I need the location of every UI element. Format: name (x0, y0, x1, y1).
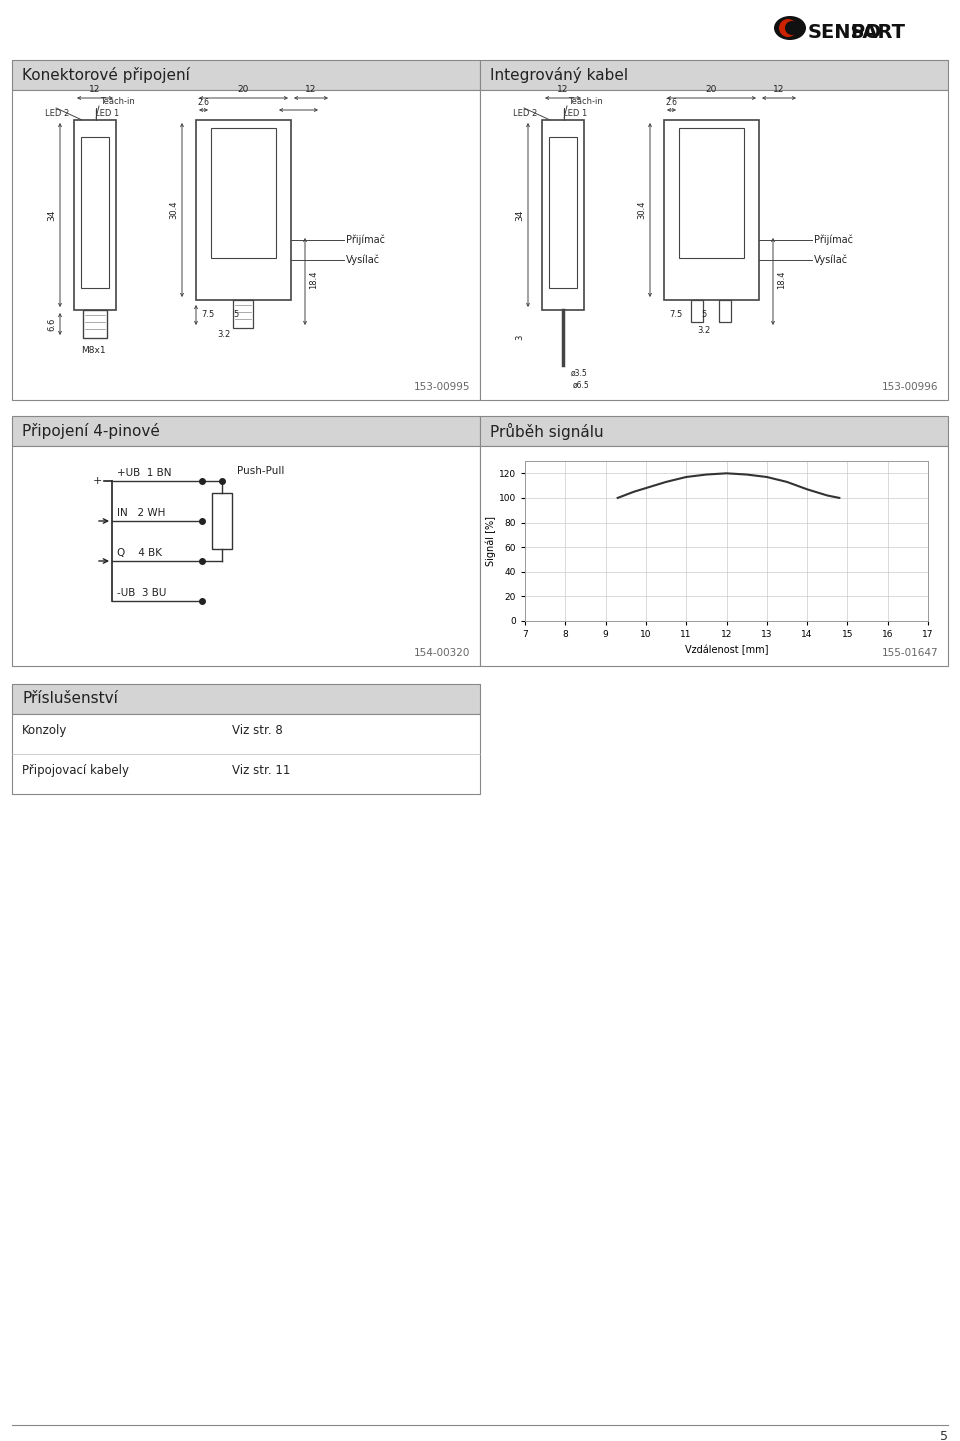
Text: 153-00996: 153-00996 (881, 382, 938, 392)
Ellipse shape (785, 22, 799, 35)
Circle shape (737, 259, 757, 280)
Text: Q    4 BK: Q 4 BK (117, 548, 162, 558)
Text: 18.4: 18.4 (777, 271, 786, 290)
Text: 30.4: 30.4 (637, 200, 646, 219)
Text: 3: 3 (515, 334, 524, 340)
Text: 3.2: 3.2 (218, 330, 231, 339)
Text: ø6.5: ø6.5 (573, 380, 589, 389)
Text: 153-00995: 153-00995 (414, 382, 470, 392)
Text: Konzoly: Konzoly (22, 723, 67, 736)
Text: 12: 12 (558, 85, 568, 94)
Bar (212, 493, 232, 549)
Bar (679, 128, 744, 258)
Ellipse shape (779, 19, 797, 37)
Text: Připojovací kabely: Připojovací kabely (22, 764, 129, 777)
Text: 155-01647: 155-01647 (881, 648, 938, 659)
Bar (549, 137, 577, 288)
Text: M8x1: M8x1 (81, 346, 106, 354)
Bar (12, 61, 480, 89)
Circle shape (269, 259, 289, 280)
Ellipse shape (236, 280, 250, 297)
Bar (81, 137, 109, 288)
Bar (719, 300, 731, 321)
Ellipse shape (704, 280, 718, 297)
Text: SENSO: SENSO (808, 23, 882, 42)
Text: Vysílač: Vysílač (814, 255, 848, 265)
Circle shape (198, 259, 218, 280)
Circle shape (666, 259, 686, 280)
Text: 3.2: 3.2 (697, 326, 710, 334)
Text: Viz str. 11: Viz str. 11 (232, 764, 290, 777)
Text: Teach-in: Teach-in (568, 97, 603, 107)
Bar (12, 684, 480, 713)
Text: Připojení 4-pinové: Připojení 4-pinové (22, 424, 160, 440)
Text: 7.5: 7.5 (669, 310, 683, 318)
Y-axis label: Signál [%]: Signál [%] (486, 516, 496, 566)
Text: 12: 12 (774, 85, 784, 94)
Bar (691, 300, 703, 321)
Bar (196, 120, 291, 300)
Text: +UB  1 BN: +UB 1 BN (117, 468, 172, 478)
Text: 5: 5 (233, 310, 238, 318)
Text: Přijímač: Přijímač (346, 235, 385, 245)
Text: 34: 34 (47, 209, 56, 220)
Bar (542, 120, 584, 310)
Text: Průběh signálu: Průběh signálu (490, 424, 604, 440)
Text: 2.6: 2.6 (665, 98, 677, 107)
Bar (12, 89, 480, 401)
Text: -UB  3 BU: -UB 3 BU (117, 588, 166, 598)
Text: 20: 20 (237, 85, 249, 94)
Bar (233, 300, 253, 329)
Text: 12: 12 (305, 85, 317, 94)
Text: 30.4: 30.4 (169, 200, 178, 219)
Text: Vysílač: Vysílač (346, 255, 380, 265)
Bar (12, 416, 480, 447)
Text: PART: PART (850, 23, 905, 42)
Text: 12: 12 (89, 85, 101, 94)
Text: 18.4: 18.4 (309, 271, 318, 290)
Text: Konektorové připojení: Konektorové připojení (22, 66, 190, 84)
Bar (480, 61, 948, 89)
Bar (480, 416, 948, 447)
X-axis label: Vzdálenost [mm]: Vzdálenost [mm] (684, 644, 768, 656)
Text: ø3.5: ø3.5 (571, 369, 588, 378)
Text: LED 2: LED 2 (513, 110, 537, 118)
Text: Viz str. 8: Viz str. 8 (232, 723, 283, 736)
Text: 7.5: 7.5 (201, 310, 214, 318)
Bar (74, 120, 116, 310)
Text: Push-Pull: Push-Pull (237, 465, 284, 476)
Text: 5: 5 (701, 310, 707, 318)
Text: 5: 5 (940, 1429, 948, 1441)
Bar (211, 128, 276, 258)
Text: 154-00320: 154-00320 (414, 648, 470, 659)
Text: 2.6: 2.6 (197, 98, 209, 107)
Text: 6.6: 6.6 (47, 317, 56, 330)
Text: +: + (92, 476, 102, 486)
Circle shape (554, 376, 572, 393)
Text: LED 1: LED 1 (95, 110, 119, 118)
Text: Integrováný kabel: Integrováný kabel (490, 66, 628, 84)
Bar (12, 713, 480, 794)
Bar (83, 310, 107, 339)
Text: LED 2: LED 2 (45, 110, 69, 118)
Text: 34: 34 (515, 209, 524, 220)
Bar (480, 447, 948, 666)
Text: 20: 20 (706, 85, 717, 94)
Bar (480, 89, 948, 401)
Text: Přijímač: Přijímač (814, 235, 853, 245)
Ellipse shape (774, 16, 806, 40)
Text: Teach-in: Teach-in (100, 97, 134, 107)
Bar (664, 120, 759, 300)
Circle shape (558, 367, 568, 378)
Text: LED 1: LED 1 (563, 110, 588, 118)
Text: IN   2 WH: IN 2 WH (117, 509, 165, 517)
Bar (12, 447, 480, 666)
Text: Příslušenství: Příslušenství (22, 692, 118, 706)
